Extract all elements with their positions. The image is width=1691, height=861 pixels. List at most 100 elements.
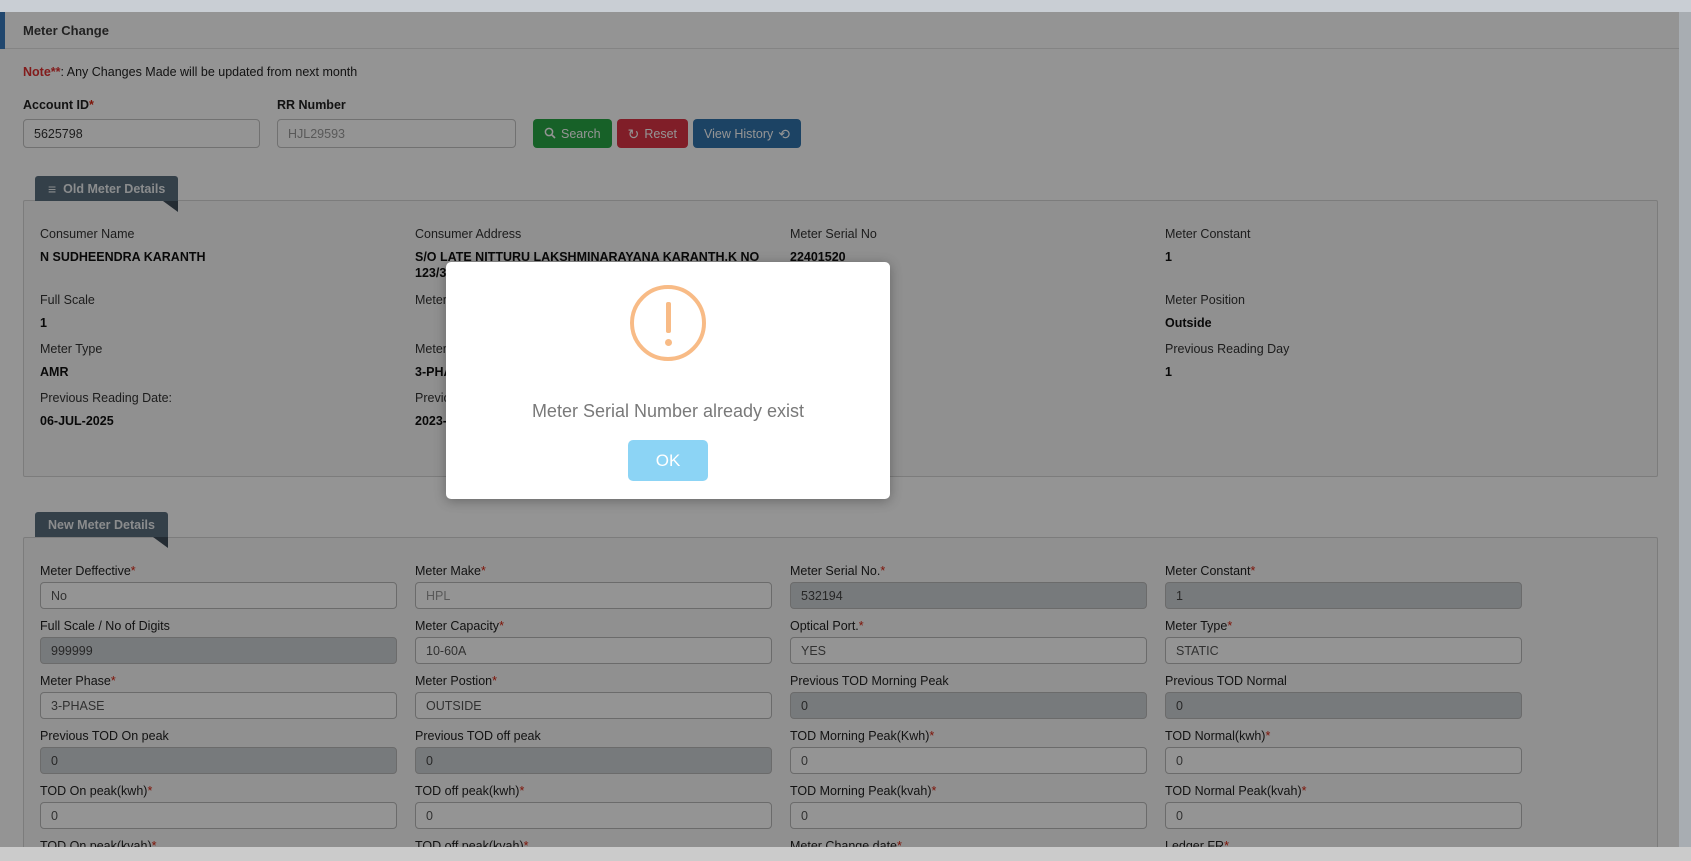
required-asterisk: * — [130, 564, 136, 578]
input-tod-normal-peak-kvah[interactable]: 0 — [1165, 802, 1522, 829]
field-label: TOD Morning Peak(Kwh)* — [790, 729, 935, 743]
account-id-label: Account ID* — [23, 98, 94, 112]
vertical-scrollbar[interactable] — [1679, 0, 1691, 861]
required-asterisk: * — [147, 784, 153, 798]
search-button[interactable]: Search — [533, 119, 612, 148]
required-asterisk: * — [151, 839, 157, 853]
input-meter-type[interactable]: STATIC — [1165, 637, 1522, 664]
input-meter-make[interactable]: HPL — [415, 582, 772, 609]
field-label: Optical Port.* — [790, 619, 864, 633]
field-label: Previous TOD Morning Peak — [790, 674, 949, 688]
new-meter-details-panel: New Meter Details Meter Deffective* No Met… — [23, 512, 1658, 861]
field-label: Previous TOD off peak — [415, 729, 541, 743]
old-field-meter-constant: Meter Constant 1 — [1165, 227, 1540, 293]
new-field-tod-morning-peak-kwh: TOD Morning Peak(Kwh)* 0 — [790, 729, 1165, 784]
field-label: Previous Reading Day — [1165, 342, 1290, 356]
new-meter-details-tab: New Meter Details — [35, 512, 168, 548]
old-field-full-scale: Full Scale 1 — [40, 293, 415, 342]
field-label: Meter Position — [1165, 293, 1245, 307]
history-icon: ⟲ — [778, 125, 790, 142]
required-asterisk: * — [481, 564, 486, 578]
field-label: Meter Type* — [1165, 619, 1233, 633]
horizontal-scrollbar[interactable] — [0, 847, 1691, 861]
new-field-meter-phase: Meter Phase* 3-PHASE — [40, 674, 415, 729]
input-tod-normal-kwh[interactable]: 0 — [1165, 747, 1522, 774]
new-field-tod-off-peak-kwh: TOD off peak(kwh)* 0 — [415, 784, 790, 839]
field-label: Meter Postion* — [415, 674, 497, 688]
required-asterisk: * — [897, 839, 902, 853]
field-label: Full Scale / No of Digits — [40, 619, 170, 633]
input-meter-deffective[interactable]: No — [40, 582, 397, 609]
field-label: Meter Serial No — [790, 227, 877, 241]
input-meter-postion[interactable]: OUTSIDE — [415, 692, 772, 719]
old-field-meter-position: Meter Position Outside — [1165, 293, 1540, 342]
input-previous-tod-off-peak: 0 — [415, 747, 772, 774]
input-tod-morning-peak-kwh[interactable]: 0 — [790, 747, 1147, 774]
new-field-tod-morning-peak-kvah: TOD Morning Peak(kvah)* 0 — [790, 784, 1165, 839]
field-label: TOD off peak(kwh)* — [415, 784, 525, 798]
field-value: 22401520 — [790, 250, 846, 264]
account-id-input[interactable]: 5625798 — [23, 119, 260, 148]
old-meter-details-tab: ≡ Old Meter Details — [35, 176, 179, 212]
new-field-optical-port: Optical Port.* YES — [790, 619, 1165, 674]
field-value: 2023-0 — [415, 414, 454, 428]
new-field-previous-tod-off-peak: Previous TOD off peak 0 — [415, 729, 790, 784]
field-label: Previous TOD On peak — [40, 729, 169, 743]
top-page-strip — [0, 0, 1691, 12]
page-title: Meter Change — [23, 22, 109, 38]
field-label: TOD Normal(kwh)* — [1165, 729, 1271, 743]
field-value: 1 — [1165, 365, 1172, 379]
old-meter-details-title: Old Meter Details — [63, 181, 166, 196]
new-field-tod-on-peak-kwh: TOD On peak(kwh)* 0 — [40, 784, 415, 839]
input-meter-constant: 1 — [1165, 582, 1522, 609]
old-field-meter-type: Meter Type AMR — [40, 342, 415, 391]
required-asterisk: * — [1301, 784, 1307, 798]
field-label: TOD Morning Peak(kvah)* — [790, 784, 937, 798]
required-asterisk: * — [492, 674, 497, 688]
input-tod-on-peak-kwh[interactable]: 0 — [40, 802, 397, 829]
new-field-previous-tod-morning-peak: Previous TOD Morning Peak 0 — [790, 674, 1165, 729]
new-field-tod-normal-kwh: TOD Normal(kwh)* 0 — [1165, 729, 1540, 784]
new-field-tod-normal-peak-kvah: TOD Normal Peak(kvah)* 0 — [1165, 784, 1540, 839]
input-tod-off-peak-kwh[interactable]: 0 — [415, 802, 772, 829]
required-asterisk: * — [88, 98, 94, 112]
field-label: Meter Capacity* — [415, 619, 504, 633]
input-meter-capacity[interactable]: 10-60A — [415, 637, 772, 664]
input-optical-port[interactable]: YES — [790, 637, 1147, 664]
field-value: N SUDHEENDRA KARANTH — [40, 250, 206, 264]
field-label: TOD Normal Peak(kvah)* — [1165, 784, 1307, 798]
input-meter-serial-no: 532194 — [790, 582, 1147, 609]
field-label: Consumer Address — [415, 227, 522, 241]
new-meter-grid: Meter Deffective* No Meter Make* HPL Meter S… — [24, 538, 1657, 861]
active-accent-bar — [0, 12, 5, 49]
required-asterisk: * — [519, 784, 525, 798]
field-label: Meter Type — [40, 342, 103, 356]
old-meter-grid: Consumer Name N SUDHEENDRA KARANTH Consume… — [24, 201, 1657, 440]
old-field-meter-serial-no: Meter Serial No 22401520 — [790, 227, 1165, 293]
field-label: Meter Constant — [1165, 227, 1251, 241]
view-history-button[interactable]: View History ⟲ — [693, 119, 801, 148]
new-field-meter-serial-no: Meter Serial No.* 532194 — [790, 564, 1165, 619]
required-asterisk: * — [929, 729, 935, 743]
input-previous-tod-on-peak: 0 — [40, 747, 397, 774]
new-field-previous-tod-on-peak: Previous TOD On peak 0 — [40, 729, 415, 784]
rr-number-label: RR Number — [277, 98, 346, 112]
page-header: Meter Change — [0, 12, 1679, 49]
field-value: 1 — [40, 316, 47, 330]
reset-button[interactable]: ↻ Reset — [616, 119, 688, 148]
required-asterisk: * — [1250, 564, 1256, 578]
required-asterisk: * — [1227, 619, 1233, 633]
input-full-scale-no-of-digits: 999999 — [40, 637, 397, 664]
input-previous-tod-normal: 0 — [1165, 692, 1522, 719]
rr-number-input[interactable]: HJL29593 — [277, 119, 516, 148]
field-value: 1 — [1165, 250, 1172, 264]
search-form: Account ID* 5625798 RR Number HJL29593 S… — [23, 98, 1656, 148]
required-asterisk: * — [858, 619, 864, 633]
note-rest: : Any Changes Made will be updated from … — [60, 65, 358, 79]
input-tod-morning-peak-kvah[interactable]: 0 — [790, 802, 1147, 829]
field-label: Full Scale — [40, 293, 95, 307]
field-label: Meter Constant* — [1165, 564, 1256, 578]
new-field-previous-tod-normal: Previous TOD Normal 0 — [1165, 674, 1540, 729]
input-meter-phase[interactable]: 3-PHASE — [40, 692, 397, 719]
ok-button[interactable]: OK — [628, 440, 708, 481]
